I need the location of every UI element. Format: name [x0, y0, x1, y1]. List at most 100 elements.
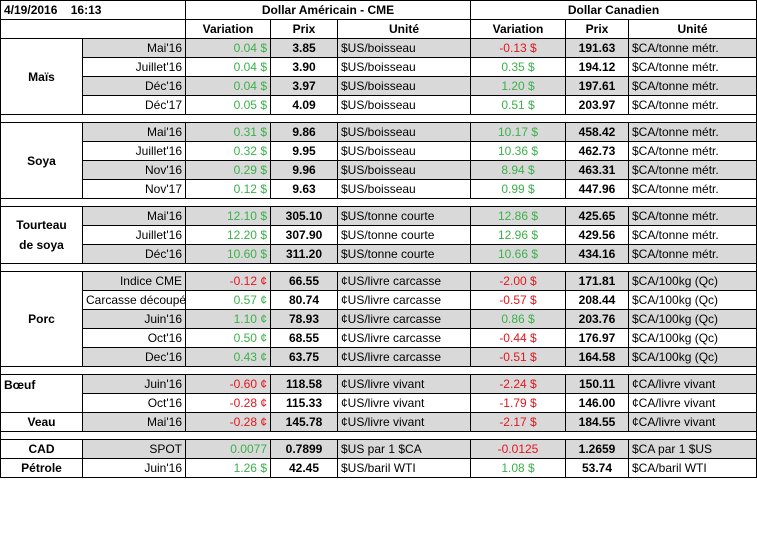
contract-month: SPOT [82, 439, 186, 459]
cad-variation: -0.13 $ [470, 38, 566, 58]
contract-month: Juin'16 [82, 309, 186, 329]
cad-variation: -0.51 $ [470, 347, 566, 367]
cad-variation: -2.17 $ [470, 412, 566, 432]
time-text: 16:13 [70, 3, 102, 17]
table-row: Soya Mai'16 0.31 $9.86 $US/boisseau 10.17 $4… [0, 122, 757, 199]
usd-unit: $US/tonne courte [337, 206, 471, 226]
usd-unit: ¢US/livre vivant [337, 412, 471, 432]
usd-unit: ¢US/livre vivant [337, 374, 471, 394]
cad-unit: $CA/100kg (Qc) [627, 347, 757, 367]
usd-variation: -0.12 ¢ [185, 271, 271, 291]
table-row: Déc'16 0.04 $3.97 $US/boisseau 1.20 $197.61… [1, 76, 757, 96]
usd-unit: $US/boisseau [337, 122, 471, 142]
usd-price: 9.63 [270, 179, 338, 199]
cad-price: 447.96 [565, 179, 629, 199]
usd-variation: 0.04 $ [185, 57, 271, 77]
cad-price: 1.2659 [565, 439, 629, 459]
contract-month: Déc'17 [82, 95, 186, 115]
usd-variation: 0.57 ¢ [185, 290, 271, 310]
header-row-1: 4/19/2016 16:13 Dollar Américain - CME D… [0, 0, 757, 20]
usd-variation: 12.20 $ [185, 225, 271, 245]
usd-variation: 12.10 $ [185, 206, 271, 226]
usd-unit: $US/boisseau [337, 95, 471, 115]
table-row: Juillet'16 0.32 $9.95 $US/boisseau 10.36 $4… [1, 141, 757, 161]
cad-unit: $CA par 1 $US [627, 439, 757, 459]
usd-group-heading: Dollar Américain - CME [185, 0, 471, 20]
usd-unit: $US/boisseau [337, 38, 471, 58]
usd-variation: 0.43 ¢ [185, 347, 271, 367]
usd-price: 9.95 [270, 141, 338, 161]
cad-unit: ¢CA/livre vivant [627, 374, 757, 394]
cad-price: 203.76 [565, 309, 629, 329]
usd-variation: 0.50 ¢ [185, 328, 271, 348]
cad-price: 191.63 [565, 38, 629, 58]
commodity-label: Tourteau de soya [0, 206, 83, 264]
contract-month: Dec'16 [82, 347, 186, 367]
cad-price: 208.44 [565, 290, 629, 310]
contract-month: Mai'16 [82, 122, 186, 142]
usd-price: 305.10 [270, 206, 338, 226]
cad-unit: ¢CA/livre vivant [627, 393, 757, 413]
cad-unit: $CA/100kg (Qc) [627, 271, 757, 291]
cad-variation: -2.24 $ [470, 374, 566, 394]
usd-variation: -0.28 ¢ [185, 393, 271, 413]
table-row: Veau Mai'16 -0.28 ¢ 145.78 ¢US/livre vivant -… [0, 412, 757, 432]
table-row: Oct'16 0.50 ¢ 68.55 ¢US/livre carcasse -0.44… [1, 328, 757, 348]
table-row: Juin'16 1.10 ¢ 78.93 ¢US/livre carcasse 0.86… [1, 309, 757, 329]
cad-variation: 1.08 $ [470, 458, 566, 478]
table-row: Nov'17 0.12 $9.63 $US/boisseau 0.99 $447.96… [1, 179, 757, 199]
cad-unit: $CA/100kg (Qc) [627, 290, 757, 310]
table-row: Maïs Mai'16 0.04 $3.85 $US/boisseau -0.13 $1… [0, 38, 757, 115]
contract-month: Nov'16 [82, 160, 186, 180]
commodity-label: Pétrole [0, 458, 83, 478]
cad-variation: 10.17 $ [470, 122, 566, 142]
commodity-name: Soya [27, 153, 56, 168]
cad-price: 176.97 [565, 328, 629, 348]
separator [0, 366, 757, 375]
usd-unit: $US/boisseau [337, 179, 471, 199]
separator-row [0, 198, 757, 207]
usd-price: 63.75 [270, 347, 338, 367]
usd-variation: 0.12 $ [185, 179, 271, 199]
usd-price: 118.58 [270, 374, 338, 394]
commodity-name: Pétrole [21, 461, 62, 475]
contract-month: Juillet'16 [82, 141, 186, 161]
usd-price: 42.45 [270, 458, 338, 478]
table-row: CAD SPOT 0.0077 0.7899 $US par 1 $CA -0.0125 1… [0, 439, 757, 459]
commodity-label: Porc [0, 271, 83, 367]
cad-variation: -0.44 $ [470, 328, 566, 348]
usd-unit: ¢US/livre carcasse [337, 290, 471, 310]
usd-variation: 10.60 $ [185, 244, 271, 264]
usd-variation-header: Variation [185, 19, 271, 39]
table-row: Carcasse découpée 0.57 ¢ 80.74 ¢US/livre ca… [1, 290, 757, 310]
commodity-label: Bœuf [0, 374, 83, 413]
usd-price: 9.96 [270, 160, 338, 180]
commodity-label: Maïs [0, 38, 83, 115]
usd-unit: $US/boisseau [337, 160, 471, 180]
cad-price: 164.58 [565, 347, 629, 367]
usd-variation: -0.60 ¢ [185, 374, 271, 394]
usd-price: 115.33 [270, 393, 338, 413]
usd-variation: 0.31 $ [185, 122, 271, 142]
table-row: Bœuf Juin'16 -0.60 ¢ 118.58 ¢US/livre vivant… [0, 374, 757, 413]
usd-price: 66.55 [270, 271, 338, 291]
cad-unit: $CA/tonne métr. [627, 57, 757, 77]
usd-prix-header: Prix [270, 19, 338, 39]
usd-variation: 0.29 $ [185, 160, 271, 180]
usd-price: 3.97 [270, 76, 338, 96]
usd-unit: ¢US/livre carcasse [337, 309, 471, 329]
cad-unit: $CA/100kg (Qc) [627, 328, 757, 348]
cad-unit: $CA/tonne métr. [627, 95, 757, 115]
cad-unit: $CA/baril WTI [627, 458, 757, 478]
contract-month: Mai'16 [82, 412, 186, 432]
usd-price: 80.74 [270, 290, 338, 310]
contract-month: Déc'16 [82, 76, 186, 96]
usd-unit: $US/tonne courte [337, 244, 471, 264]
separator [0, 263, 757, 272]
contract-month: Juillet'16 [82, 225, 186, 245]
usd-unit: $US/boisseau [337, 76, 471, 96]
table-row: Tourteau de soya Mai'16 12.10 $305.10 $US/to… [0, 206, 757, 264]
cad-price: 429.56 [565, 225, 629, 245]
usd-variation: 1.26 $ [185, 458, 271, 478]
table-row: Porc Indice CME -0.12 ¢ 66.55 ¢US/livre carc… [0, 271, 757, 367]
